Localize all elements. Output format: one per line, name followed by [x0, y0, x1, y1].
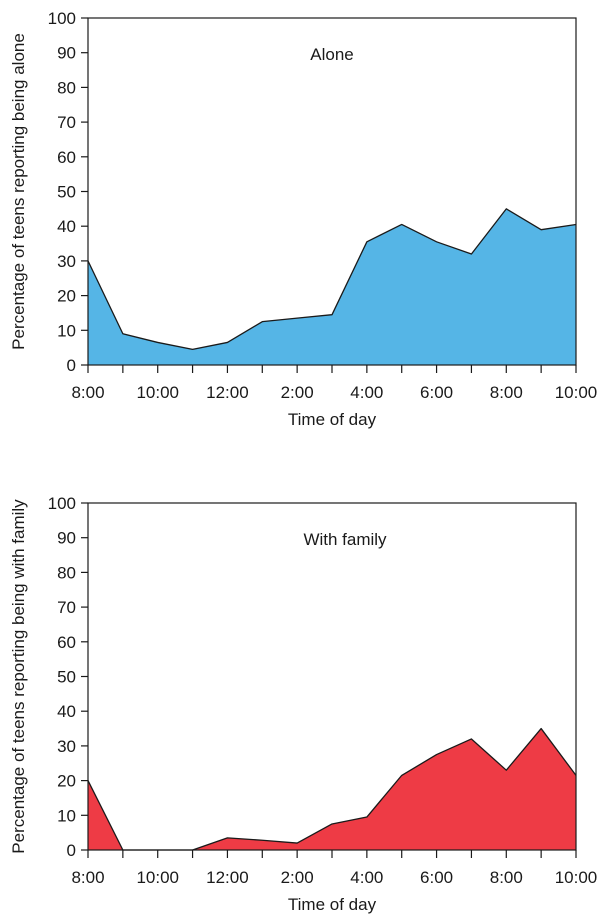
- x-tick-label: 10:00: [555, 868, 598, 887]
- y-tick-label: 100: [48, 494, 76, 513]
- x-tick-label: 8:00: [71, 383, 104, 402]
- panel-annotation: Alone: [310, 45, 353, 64]
- x-tick-label: 10:00: [555, 383, 598, 402]
- area-fill: [88, 208, 576, 365]
- x-tick-label: 6:00: [420, 868, 453, 887]
- x-tick-label: 2:00: [281, 868, 314, 887]
- x-tick-label: 10:00: [136, 868, 179, 887]
- y-tick-label: 100: [48, 9, 76, 28]
- y-tick-label: 30: [57, 737, 76, 756]
- y-tick-label: 20: [57, 772, 76, 791]
- y-tick-label: 30: [57, 252, 76, 271]
- x-tick-label: 12:00: [206, 868, 249, 887]
- y-tick-label: 90: [57, 44, 76, 63]
- panel-annotation: With family: [303, 530, 387, 549]
- y-tick-label: 80: [57, 563, 76, 582]
- y-tick-label: 20: [57, 287, 76, 306]
- x-tick-label: 6:00: [420, 383, 453, 402]
- y-tick-label: 10: [57, 806, 76, 825]
- y-axis-title: Percentage of teens reporting being with…: [9, 499, 28, 854]
- y-tick-label: 90: [57, 529, 76, 548]
- y-tick-label: 50: [57, 668, 76, 687]
- series-line: [87, 208, 577, 351]
- chart-panel-1: 0 10 20 30 40 50 60 70 80 90 100 8:00 10:00 12:00 2:00…: [9, 9, 597, 429]
- y-tick-label: 50: [57, 183, 76, 202]
- y-tick-label: 80: [57, 78, 76, 97]
- x-tick-label: 10:00: [136, 383, 179, 402]
- y-tick-label: 60: [57, 633, 76, 652]
- y-tick-label: 40: [57, 702, 76, 721]
- x-tick-label: 8:00: [490, 383, 523, 402]
- y-tick-label: 0: [67, 356, 76, 375]
- y-tick-label: 40: [57, 217, 76, 236]
- x-axis-title: Time of day: [288, 410, 377, 429]
- y-tick-label: 0: [67, 841, 76, 860]
- y-tick-label: 10: [57, 321, 76, 340]
- x-axis-title: Time of day: [288, 895, 377, 914]
- chart-panel-2: 0 10 20 30 40 50 60 70 80 90 100 8:00 10:00 12:00 2:00…: [9, 494, 597, 914]
- x-tick-label: 8:00: [71, 868, 104, 887]
- y-tick-label: 60: [57, 148, 76, 167]
- x-tick-label: 4:00: [350, 868, 383, 887]
- x-tick-label: 4:00: [350, 383, 383, 402]
- y-tick-label: 70: [57, 598, 76, 617]
- y-tick-label: 70: [57, 113, 76, 132]
- x-tick-label: 12:00: [206, 383, 249, 402]
- x-tick-label: 2:00: [281, 383, 314, 402]
- x-tick-label: 8:00: [490, 868, 523, 887]
- y-axis-title: Percentage of teens reporting being alon…: [9, 33, 28, 350]
- area-fill: [88, 728, 576, 850]
